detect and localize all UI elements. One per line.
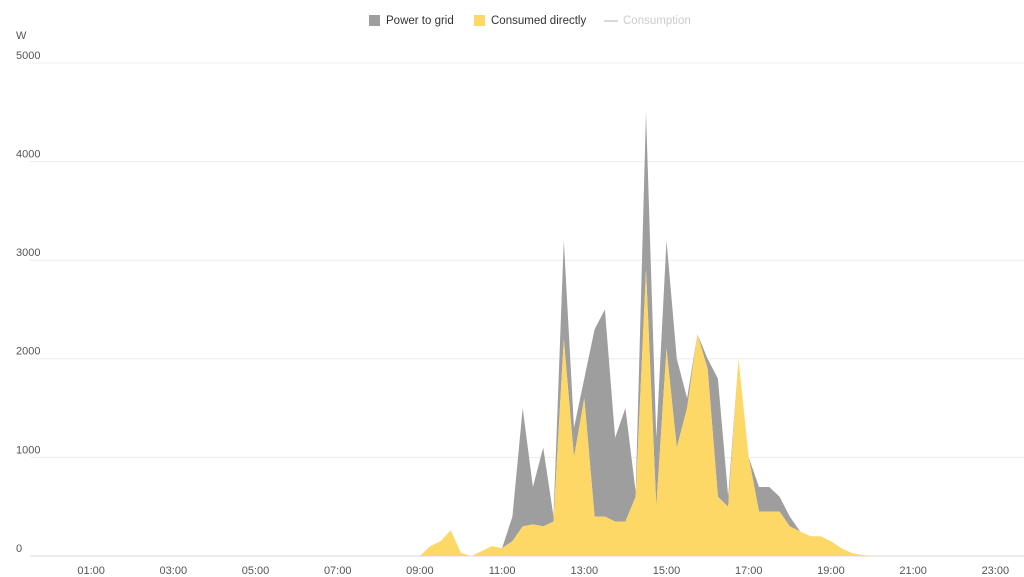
x-tick-label: 09:00 <box>406 565 434 577</box>
y-tick-label: 1000 <box>16 444 40 456</box>
legend-swatch <box>369 15 380 26</box>
x-tick-label: 13:00 <box>571 565 599 577</box>
x-tick-label: 17:00 <box>735 565 763 577</box>
x-tick-label: 05:00 <box>242 565 270 577</box>
x-tick-label: 15:00 <box>653 565 681 577</box>
y-tick-label: 4000 <box>16 149 40 161</box>
x-tick-label: 03:00 <box>160 565 188 577</box>
legend: Power to grid Consumed directly Consumptio… <box>369 15 691 27</box>
y-tick-label: 2000 <box>16 346 40 358</box>
x-tick-label: 07:00 <box>324 565 352 577</box>
legend-label: Consumed directly <box>491 15 586 27</box>
y-tick-label: 3000 <box>16 247 40 259</box>
y-tick-label: 0 <box>16 543 22 555</box>
area <box>419 270 872 556</box>
legend-label: Power to grid <box>386 15 454 27</box>
area <box>419 112 872 557</box>
legend-swatch <box>474 15 485 26</box>
x-tick-label: 21:00 <box>899 565 927 577</box>
x-tick-label: 19:00 <box>817 565 845 577</box>
y-unit: W <box>16 30 27 42</box>
y-tick-label: 5000 <box>16 50 40 62</box>
x-tick-label: 11:00 <box>489 565 516 577</box>
x-tick-label: 23:00 <box>982 565 1010 577</box>
x-tick-label: 01:00 <box>77 565 105 577</box>
legend-label: Consumption <box>623 15 691 27</box>
